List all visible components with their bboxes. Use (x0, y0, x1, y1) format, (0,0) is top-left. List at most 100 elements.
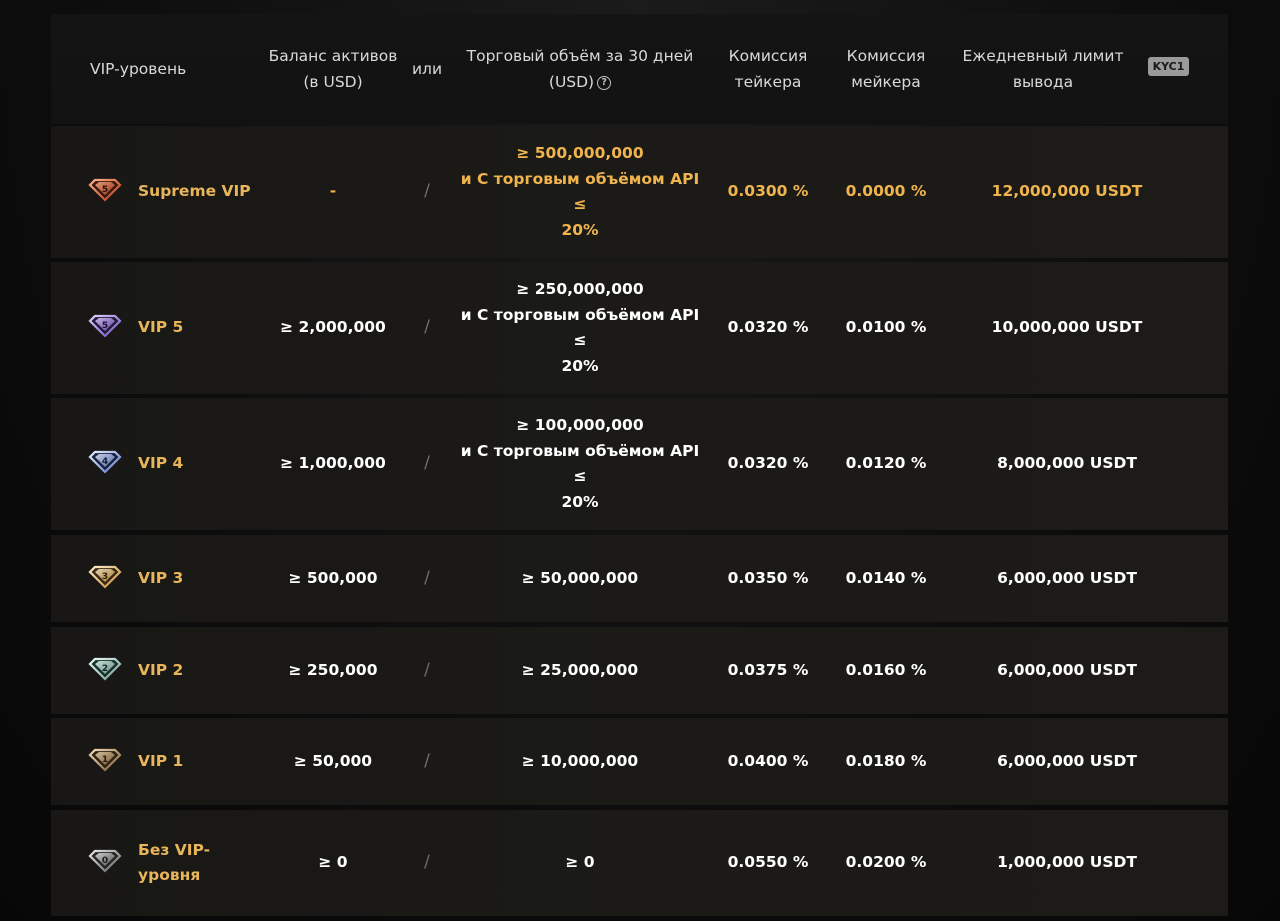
header-balance-line2: (в USD) (303, 73, 363, 91)
vip4-gem-icon: 4 (88, 450, 122, 474)
header-volume-line1: Торговый объём за 30 дней (466, 47, 694, 65)
vip-name: Supreme VIP (138, 182, 251, 201)
header-limit-line2: вывода (1012, 73, 1074, 91)
taker-fee: 0.0400 % (727, 751, 809, 770)
vip-name: VIP 2 (138, 660, 184, 679)
maker-fee: 0.0200 % (845, 853, 927, 872)
withdraw-limit: 6,000,000 USDT (997, 751, 1137, 770)
vip1-gem-icon: 1 (88, 748, 122, 772)
vip3-gem-icon: 3 (88, 565, 122, 589)
volume-line2: и С торговым объёмом API ≤ (460, 169, 700, 214)
supreme-gem-icon: 5 (88, 178, 122, 202)
or-divider: / (424, 567, 430, 588)
vip-name: VIP 1 (138, 751, 184, 770)
gem-digit: 3 (102, 572, 108, 582)
withdraw-limit: 10,000,000 USDT (991, 318, 1143, 337)
or-divider: / (424, 852, 430, 873)
header-volume: Торговый объём за 30 дней (USD)? (456, 14, 704, 124)
header-or-label: или (411, 60, 443, 78)
gem-digit: 5 (102, 321, 108, 331)
or-divider: / (424, 453, 430, 474)
maker-fee: 0.0140 % (845, 568, 927, 587)
volume-line3: 20% (561, 356, 599, 375)
taker-fee: 0.0375 % (727, 660, 809, 679)
vip-name: Без VIP- уровня (138, 810, 268, 916)
volume-value: ≥ 0 (565, 853, 595, 872)
gem-digit: 1 (102, 755, 108, 765)
volume-value: ≥ 25,000,000 (521, 660, 639, 679)
volume-value: ≥ 100,000,000 и С торговым объёмом API ≤… (456, 398, 704, 530)
balance-value: ≥ 50,000 (293, 751, 373, 770)
balance-value: - (329, 182, 337, 201)
vip-name: VIP 3 (138, 568, 184, 587)
volume-line3: 20% (561, 492, 599, 511)
gem-digit: 5 (102, 185, 108, 195)
kyc-badge: KYC1 (1148, 57, 1189, 76)
taker-fee: 0.0550 % (727, 853, 809, 872)
gem-digit: 2 (102, 664, 108, 674)
header-taker: Комиссия тейкера (718, 14, 818, 124)
volume-line1: ≥ 250,000,000 (516, 280, 644, 298)
gem-digit: 4 (102, 457, 108, 467)
table-row-supreme-vip: 5 Supreme VIP - / ≥ 500,000,000 и С торг… (51, 126, 1228, 258)
maker-fee: 0.0180 % (845, 751, 927, 770)
or-divider: / (424, 659, 430, 680)
vip-name-line2: уровня (138, 866, 201, 884)
table-header: VIP-уровень Баланс активов (в USD) или Т… (51, 14, 1228, 124)
header-balance: Баланс активов (в USD) (258, 14, 408, 124)
maker-fee: 0.0160 % (845, 660, 927, 679)
volume-line1: ≥ 500,000,000 (516, 144, 644, 162)
header-maker: Комиссия мейкера (836, 14, 936, 124)
withdraw-limit: 1,000,000 USDT (997, 853, 1137, 872)
withdraw-limit: 6,000,000 USDT (997, 568, 1137, 587)
table-row-no-vip: 0 Без VIP- уровня ≥ 0 / ≥ 0 0.0550 % 0.0… (51, 810, 1228, 916)
table-row-vip1: 1 VIP 1 ≥ 50,000 / ≥ 10,000,000 0.0400 %… (51, 718, 1228, 805)
or-divider: / (424, 317, 430, 338)
taker-fee: 0.0320 % (727, 318, 809, 337)
volume-line2: и С торговым объёмом API ≤ (460, 441, 700, 486)
maker-fee: 0.0000 % (845, 182, 927, 201)
vip5-gem-icon: 5 (88, 314, 122, 338)
maker-fee: 0.0100 % (845, 318, 927, 337)
vip-name-line1: Без VIP- (138, 840, 211, 859)
header-limit-line1: Ежедневный лимит (962, 47, 1124, 65)
vip-name: VIP 5 (138, 318, 184, 337)
header-or: или (405, 14, 449, 124)
volume-value: ≥ 50,000,000 (521, 568, 639, 587)
volume-value: ≥ 10,000,000 (521, 751, 639, 770)
header-vip-level-label: VIP-уровень (90, 60, 187, 78)
table-row-vip2: 2 VIP 2 ≥ 250,000 / ≥ 25,000,000 0.0375 … (51, 627, 1228, 714)
header-taker-line2: тейкера (734, 73, 802, 91)
balance-value: ≥ 250,000 (288, 660, 378, 679)
withdraw-limit: 12,000,000 USDT (991, 182, 1143, 201)
header-withdraw-limit: Ежедневный лимит вывода (953, 14, 1133, 124)
header-maker-line1: Комиссия (846, 47, 926, 65)
vip2-gem-icon: 2 (88, 657, 122, 681)
vip0-gem-icon: 0 (88, 849, 122, 873)
volume-value: ≥ 500,000,000 и С торговым объёмом API ≤… (456, 126, 704, 258)
volume-line2: и С торговым объёмом API ≤ (460, 305, 700, 350)
header-volume-line2: (USD) (548, 73, 595, 91)
taker-fee: 0.0300 % (727, 182, 809, 201)
or-divider: / (424, 750, 430, 771)
withdraw-limit: 6,000,000 USDT (997, 660, 1137, 679)
volume-value: ≥ 250,000,000 и С торговым объёмом API ≤… (456, 262, 704, 394)
header-vip-level: VIP-уровень (90, 14, 240, 124)
header-balance-line1: Баланс активов (268, 47, 398, 65)
question-icon[interactable]: ? (597, 75, 612, 90)
gem-digit: 0 (102, 856, 108, 866)
table-row-vip3: 3 VIP 3 ≥ 500,000 / ≥ 50,000,000 0.0350 … (51, 535, 1228, 622)
table-row-vip5: 5 VIP 5 ≥ 2,000,000 / ≥ 250,000,000 и С … (51, 262, 1228, 394)
taker-fee: 0.0320 % (727, 454, 809, 473)
header-maker-line2: мейкера (851, 73, 921, 91)
vip-name: VIP 4 (138, 454, 184, 473)
balance-value: ≥ 500,000 (288, 568, 378, 587)
balance-value: ≥ 2,000,000 (280, 318, 386, 337)
withdraw-limit: 8,000,000 USDT (997, 454, 1137, 473)
balance-value: ≥ 1,000,000 (280, 454, 386, 473)
table-row-vip4: 4 VIP 4 ≥ 1,000,000 / ≥ 100,000,000 и С … (51, 398, 1228, 530)
or-divider: / (424, 181, 430, 202)
header-taker-line1: Комиссия (728, 47, 808, 65)
volume-line3: 20% (561, 220, 599, 239)
